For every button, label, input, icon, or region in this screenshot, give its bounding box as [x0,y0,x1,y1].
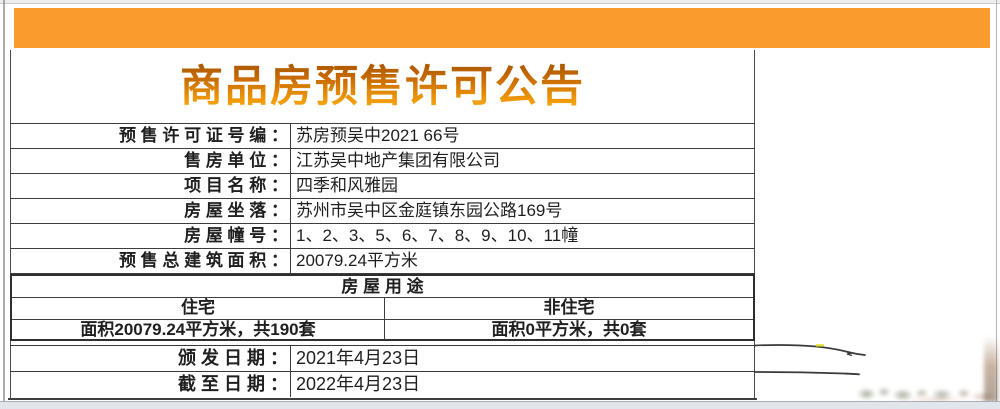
table-row-building-numbers: 房 屋 幢 号 ： 1、2、3、5、6、7、8、9、10、11幢 [10,223,755,248]
usage-detail: 面积0平方米，共0套 [491,320,647,339]
row-value: 苏州市吴中区金庭镇东园公路169号 [290,199,755,223]
row-value: 1、2、3、5、6、7、8、9、10、11幢 [290,224,755,248]
usage-section: 房 屋 用 途 住宅 面积20079.24平方米，共190套 非住宅 面积0平方… [10,274,755,341]
row-value: 20079.24平方米 [290,249,755,273]
usage-section-header: 房 屋 用 途 [12,276,753,298]
row-label: 预 售 许 可 证 号 编 ： [118,126,288,145]
table-row-permit-number: 预 售 许 可 证 号 编 ： 苏房预吴中2021 66号 [10,123,755,148]
usage-detail: 面积20079.24平方米，共190套 [80,320,316,339]
table-row-project-name: 项 目 名 称 ： 四季和风雅园 [10,173,755,198]
page-title: 商品房预售许可公告 [10,55,755,121]
photo-watermark-smudge [984,336,998,402]
date-table: 颁 发 日 期 ： 2021年4月23日 截 至 日 期 ： 2022年4月23… [10,345,755,397]
window-frame-top [0,0,1000,4]
document-bottom-border [8,398,757,400]
usage-type-label: 非住宅 [385,298,753,320]
border-extension-line [754,371,860,376]
table-row-issue-date: 颁 发 日 期 ： 2021年4月23日 [10,345,755,371]
window-bottom-strip [0,401,1000,409]
row-value: 江苏吴中地产集团有限公司 [290,149,755,173]
window-frame-right [996,0,997,408]
row-value: 2021年4月23日 [290,346,755,371]
table-row-location: 房 屋 坐 落 ： 苏州市吴中区金庭镇东园公路169号 [10,198,755,223]
border-extension-squiggle [754,344,866,357]
photo-watermark-trees [855,381,1000,401]
row-label: 截 至 日 期 ： [177,374,288,394]
row-label: 颁 发 日 期 ： [177,348,288,368]
row-label: 预 售 总 建 筑 面 积 ： [118,251,288,270]
usage-column-non-residential: 非住宅 面积0平方米，共0套 [385,298,753,340]
table-row-seller: 售 房 单 位 ： 江苏吴中地产集团有限公司 [10,148,755,173]
row-value: 2022年4月23日 [290,372,755,397]
table-row-total-area: 预 售 总 建 筑 面 积 ： 20079.24平方米 [10,248,755,273]
table-row-expiry-date: 截 至 日 期 ： 2022年4月23日 [10,371,755,397]
row-value: 苏房预吴中2021 66号 [290,124,755,148]
info-table: 预 售 许 可 证 号 编 ： 苏房预吴中2021 66号 售 房 单 位 ： … [10,123,755,274]
usage-type-label: 住宅 [12,298,384,320]
usage-column-residential: 住宅 面积20079.24平方米，共190套 [12,298,385,340]
row-label: 房 屋 坐 落 ： [184,201,288,220]
orange-banner [14,8,990,48]
window-frame-left [3,0,5,408]
row-label: 房 屋 幢 号 ： [184,226,288,245]
row-label: 项 目 名 称 ： [184,176,288,195]
row-label: 售 房 单 位 ： [184,151,288,170]
permit-document [10,50,755,399]
row-value: 四季和风雅园 [290,174,755,198]
